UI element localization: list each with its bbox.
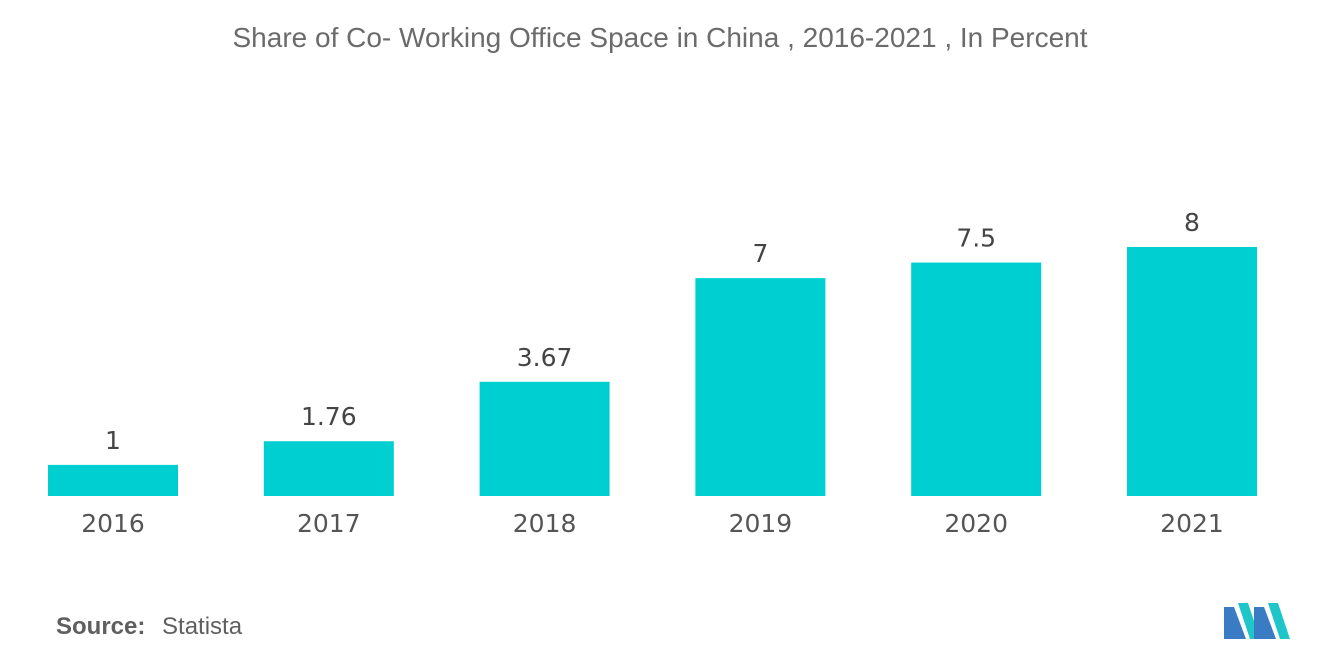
x-tick-labels-group: 2016 2017 2018 2019 2020 2021	[81, 509, 1224, 538]
bar-2020	[911, 262, 1042, 496]
bar-chart: 1 1.76 3.67 7 7.5 8 2016 2017 2018 2019 2020 2021	[48, 208, 1257, 538]
x-tick-2021: 2021	[1160, 509, 1224, 538]
x-tick-2018: 2018	[513, 509, 577, 538]
bars-group	[48, 247, 1257, 496]
x-tick-2016: 2016	[81, 509, 145, 538]
mordor-intelligence-logo-icon	[1224, 603, 1290, 639]
chart-title: Share of Co- Working Office Space in Chi…	[232, 22, 1088, 53]
source-value: Statista	[162, 613, 243, 640]
bar-2019	[695, 278, 826, 496]
x-tick-2019: 2019	[729, 509, 793, 538]
value-label-2020: 7.5	[956, 224, 996, 253]
source-note: Source: Statista	[56, 613, 242, 641]
value-label-2017: 1.76	[301, 402, 357, 431]
value-label-2016: 1	[105, 426, 121, 455]
x-tick-2020: 2020	[944, 509, 1008, 538]
value-label-2019: 7	[752, 239, 768, 268]
value-labels-group: 1 1.76 3.67 7 7.5 8	[105, 208, 1200, 455]
bar-2017	[263, 441, 394, 496]
value-label-2018: 3.67	[517, 343, 573, 372]
bar-2021	[1127, 247, 1257, 496]
value-label-2021: 8	[1184, 208, 1200, 237]
x-tick-2017: 2017	[297, 509, 361, 538]
bar-2018	[479, 381, 610, 496]
source-label: Source:	[56, 613, 146, 640]
bar-2016	[48, 464, 178, 496]
